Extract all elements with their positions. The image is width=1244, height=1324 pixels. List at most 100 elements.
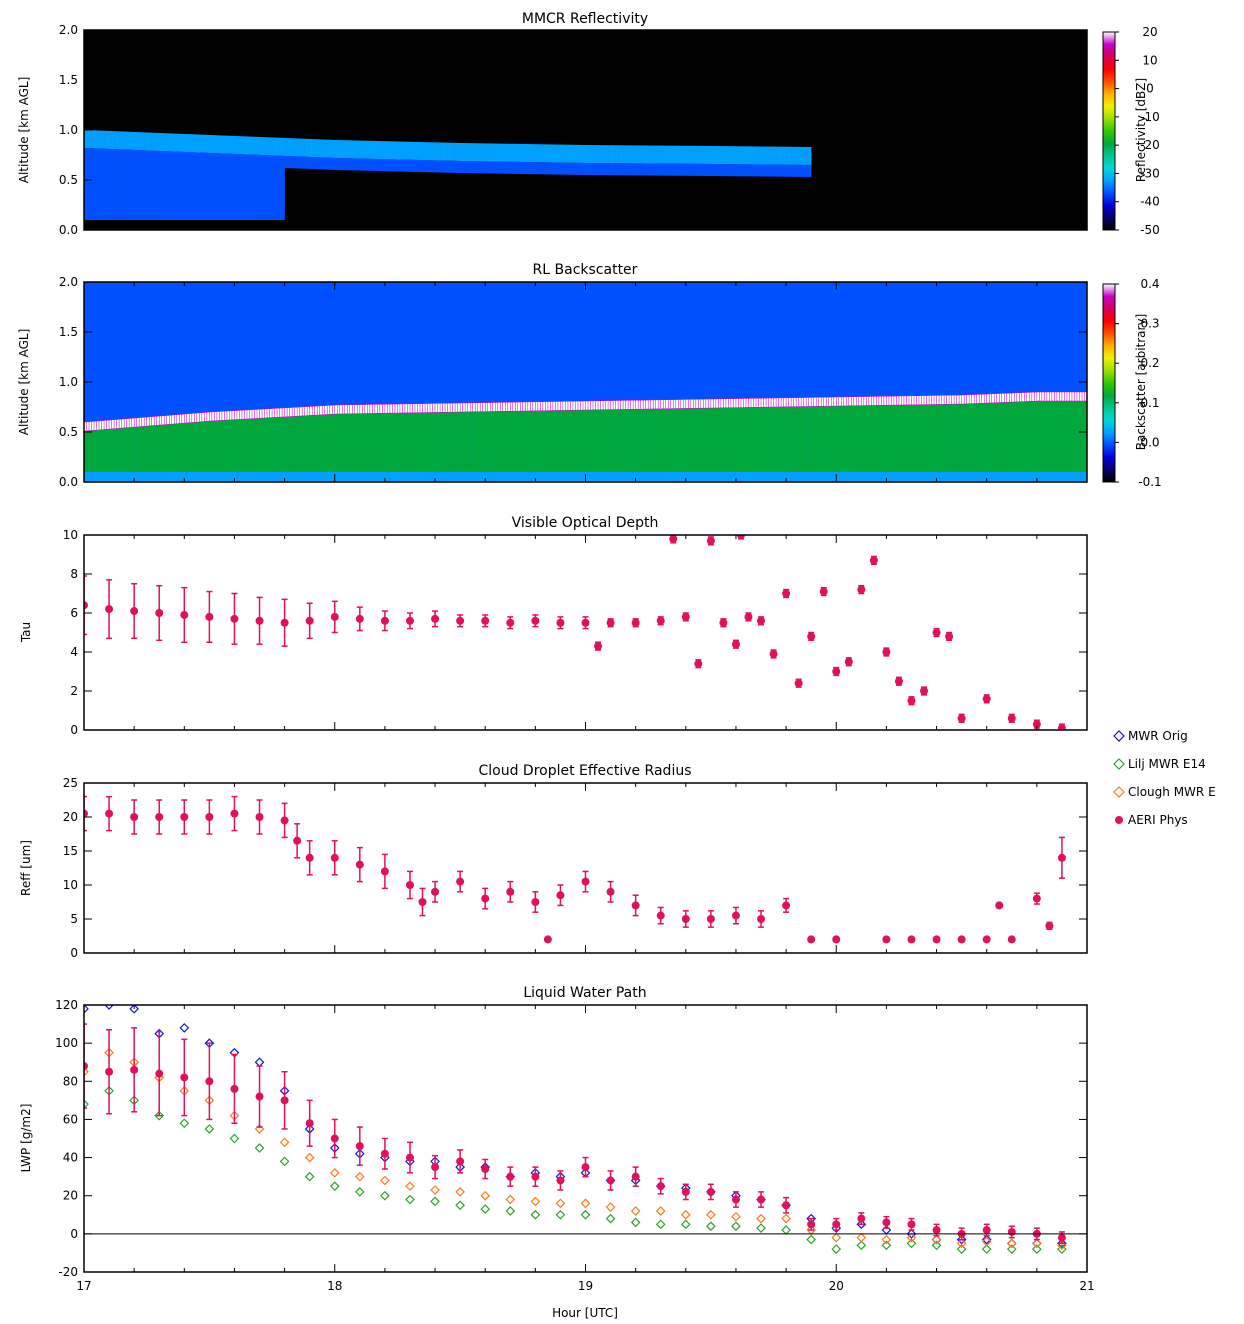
backscatter-cell: [244, 472, 248, 482]
backscatter-cell: [246, 472, 250, 482]
reflectivity-cell: [525, 144, 529, 163]
data-point: [894, 677, 903, 686]
backscatter-cell: [369, 413, 373, 472]
backscatter-cell: [655, 408, 659, 472]
reflectivity-cell: [234, 154, 238, 220]
reflectivity-cell: [457, 142, 461, 161]
data-point: [505, 1194, 516, 1205]
backscatter-cell: [101, 472, 105, 482]
backscatter-cell: [282, 472, 285, 482]
reflectivity-cell: [776, 146, 779, 165]
backscatter-cell: [846, 472, 850, 482]
data-point: [681, 1187, 690, 1196]
data-point: [1057, 1233, 1066, 1242]
reflectivity-cell: [618, 145, 621, 164]
reflectivity-cell: [535, 162, 539, 175]
backscatter-cell: [577, 472, 581, 482]
backscatter-cell: [766, 407, 769, 472]
data-point: [631, 901, 640, 910]
y-tick-label: 2: [70, 684, 78, 698]
backscatter-cell: [1061, 472, 1065, 482]
backscatter-cell: [267, 417, 270, 472]
reflectivity-cell: [194, 134, 198, 153]
data-point: [981, 1236, 992, 1247]
backscatter-cell: [588, 472, 591, 482]
reflectivity-cell: [111, 131, 115, 150]
data-point: [630, 1206, 641, 1216]
y-tick-label: 80: [63, 1074, 78, 1088]
backscatter-cell: [277, 417, 280, 472]
backscatter-cell: [959, 404, 962, 472]
backscatter-cell: [447, 412, 451, 472]
backscatter-cell: [843, 405, 847, 472]
reflectivity-cell: [389, 159, 393, 172]
reflectivity-cell: [756, 164, 759, 177]
reflectivity-cell: [668, 163, 672, 176]
backscatter-cell: [618, 409, 621, 472]
backscatter-cell: [1069, 401, 1073, 472]
backscatter-cell: [206, 472, 210, 482]
backscatter-cell: [282, 416, 285, 472]
backscatter-cell: [307, 415, 310, 472]
y-tick-label: 0.0: [59, 475, 78, 489]
data-point: [405, 616, 414, 625]
data-point: [505, 1206, 516, 1216]
backscatter-cell: [623, 472, 626, 482]
reflectivity-cell: [475, 143, 478, 162]
backscatter-cell: [319, 414, 323, 472]
reflectivity-cell: [763, 164, 767, 177]
backscatter-cell: [740, 407, 744, 472]
backscatter-cell: [678, 472, 682, 482]
reflectivity-cell: [254, 154, 258, 220]
data-point: [945, 632, 954, 641]
reflectivity-cell: [783, 164, 787, 177]
backscatter-cell: [761, 407, 764, 472]
backscatter-cell: [379, 413, 383, 472]
backscatter-cell: [1006, 472, 1010, 482]
backscatter-cell: [432, 472, 436, 482]
reflectivity-cell: [497, 161, 501, 174]
backscatter-cell: [156, 425, 160, 472]
backscatter-cell: [462, 472, 466, 482]
backscatter-cell: [109, 472, 112, 482]
reflectivity-cell: [670, 145, 674, 164]
backscatter-cell: [409, 472, 413, 482]
reflectivity-cell: [164, 133, 167, 152]
backscatter-cell: [946, 472, 950, 482]
data-point: [832, 667, 841, 676]
backscatter-cell: [164, 424, 167, 472]
reflectivity-cell: [730, 146, 734, 165]
backscatter-cell: [590, 472, 594, 482]
reflectivity-cell: [297, 138, 300, 157]
reflectivity-cell: [650, 145, 654, 164]
reflectivity-cell: [497, 143, 501, 162]
data-point: [606, 618, 615, 627]
reflectivity-cell: [206, 134, 210, 153]
data-point: [982, 935, 991, 944]
data-point: [807, 1220, 816, 1229]
reflectivity-cell: [231, 135, 235, 154]
reflectivity-cell: [149, 150, 152, 220]
reflectivity-cell: [766, 146, 769, 165]
backscatter-cell: [828, 406, 832, 472]
backscatter-cell: [1081, 472, 1085, 482]
backscatter-cell: [226, 420, 230, 472]
data-point: [656, 1182, 665, 1191]
backscatter-cell: [490, 411, 493, 472]
backscatter-cell: [530, 472, 534, 482]
backscatter-cell: [297, 472, 300, 482]
y-tick-label: -20: [58, 1265, 78, 1279]
reflectivity-cell: [570, 144, 574, 163]
backscatter-cell: [482, 411, 486, 472]
backscatter-cell: [1031, 472, 1035, 482]
reflectivity-cell: [620, 145, 624, 164]
reflectivity-cell: [186, 134, 190, 153]
backscatter-cell: [858, 472, 862, 482]
reflectivity-cell: [109, 131, 112, 149]
backscatter-cell: [675, 408, 679, 472]
backscatter-cell: [329, 414, 333, 472]
backscatter-cell: [730, 407, 734, 472]
backscatter-cell: [327, 472, 330, 482]
backscatter-cell: [442, 472, 446, 482]
backscatter-cell: [297, 416, 300, 472]
